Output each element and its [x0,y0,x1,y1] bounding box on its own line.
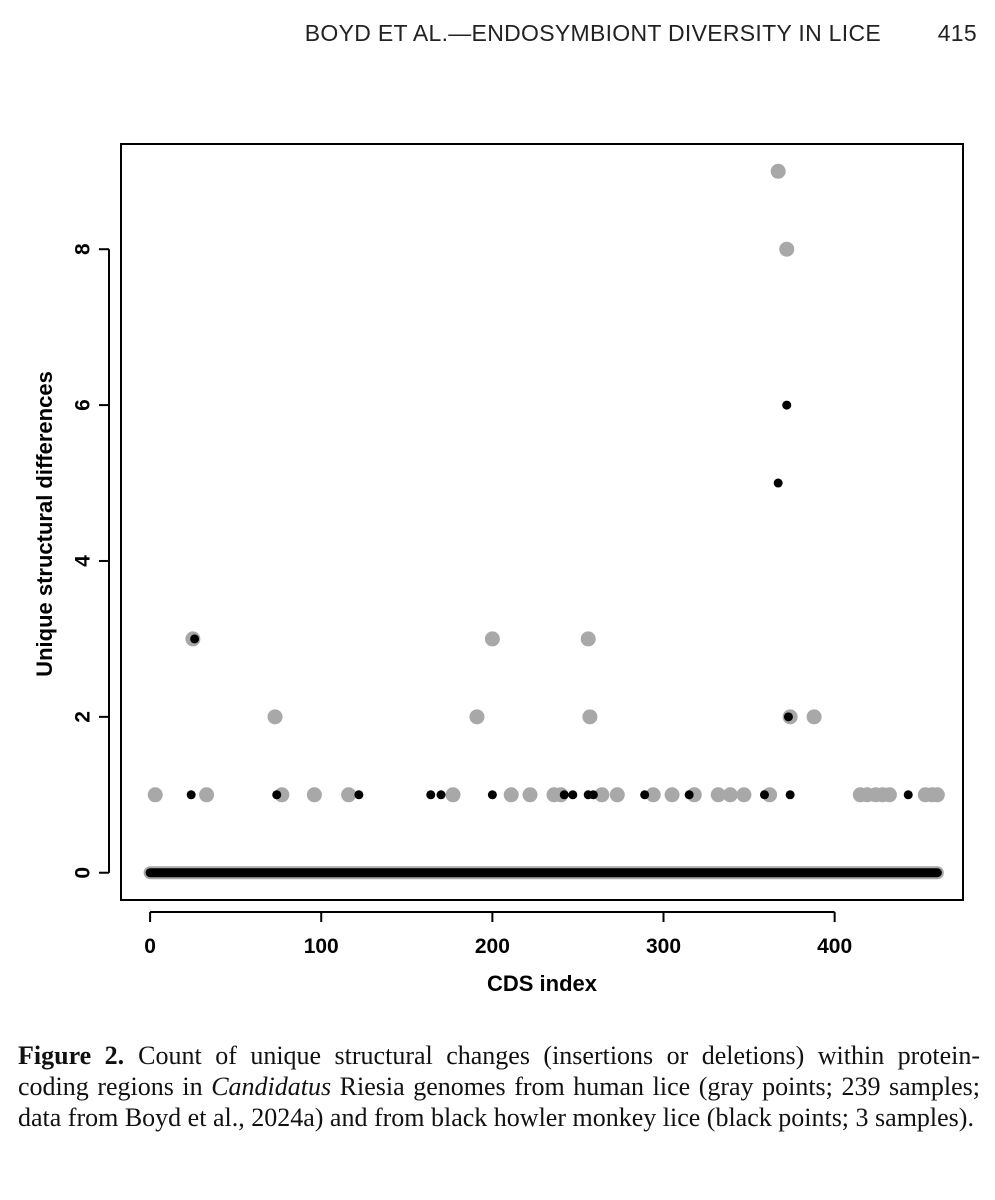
data-point-gray [722,787,738,803]
caption-text-a: Count of unique structural changes (inse… [18,1041,980,1101]
x-tick-label: 100 [304,935,339,958]
data-point-gray [484,631,500,647]
x-axis-label: CDS index [487,971,598,996]
y-tick-label: 0 [72,867,95,879]
running-title: BOYD ET AL.—ENDOSYMBIONT DIVERSITY IN LI… [304,20,882,46]
data-point-black [782,400,792,410]
x-tick-label: 400 [817,935,852,958]
data-point-black [487,790,497,800]
data-point-gray [779,241,795,257]
figure: 0 100 200 300 400 CDS index 0 2 4 6 8 Unique struct… [32,143,964,996]
running-header: BOYD ET AL.—ENDOSYMBIONT DIVERSITY IN LI… [305,20,977,47]
data-point-gray [199,787,215,803]
data-point-gray [594,787,610,803]
caption-label: Figure 2. [18,1041,125,1070]
caption-genus: Candidatus [211,1072,332,1101]
data-point-black [272,790,282,800]
data-point-black [640,790,650,800]
data-point-gray [710,787,726,803]
data-point-black [559,790,569,800]
data-point-gray [582,709,598,725]
scatter-chart: 0 100 200 300 400 CDS index 0 2 4 6 8 Unique struct… [32,143,964,996]
data-point-gray [881,787,897,803]
data-point-gray [469,709,485,725]
data-point-gray [503,787,519,803]
data-point-gray [580,631,596,647]
figure-caption: Figure 2. Count of unique structural chan… [18,1040,980,1133]
data-point-gray [609,787,625,803]
data-point-black [684,790,694,800]
data-point-black [783,712,793,722]
data-point-gray [736,787,752,803]
y-axis-label: Unique structural differences [32,371,57,677]
data-point-black [773,478,783,488]
x-tick-label: 0 [144,935,156,958]
x-tick-label: 300 [646,935,681,958]
data-point-gray [306,787,322,803]
data-point-black [903,790,913,800]
caption-text-b: Riesia genomes from human lice (gray poi… [18,1072,981,1132]
x-tick-label: 200 [475,935,510,958]
data-point-black [568,790,578,800]
data-point-black [186,790,196,800]
data-point-black [759,790,769,800]
data-point-gray [267,709,283,725]
data-point-gray [522,787,538,803]
plot-frame [120,143,964,901]
data-point-gray [147,787,163,803]
data-point-gray [341,787,357,803]
data-point-black [426,790,436,800]
data-point-black [588,790,598,800]
y-tick-label: 6 [72,399,95,411]
data-point-black [436,790,446,800]
y-tick-label: 2 [72,711,95,723]
data-point-gray [929,787,945,803]
data-point-gray [806,709,822,725]
data-point-black [190,634,200,644]
data-point-gray [664,787,680,803]
data-point-gray [645,787,661,803]
data-point-gray [445,787,461,803]
page-number: 415 [937,20,977,46]
y-tick-label: 4 [72,555,95,567]
data-point-black [354,790,364,800]
data-point-gray [770,163,786,179]
y-tick-label: 8 [72,243,95,255]
data-point-black [785,790,795,800]
